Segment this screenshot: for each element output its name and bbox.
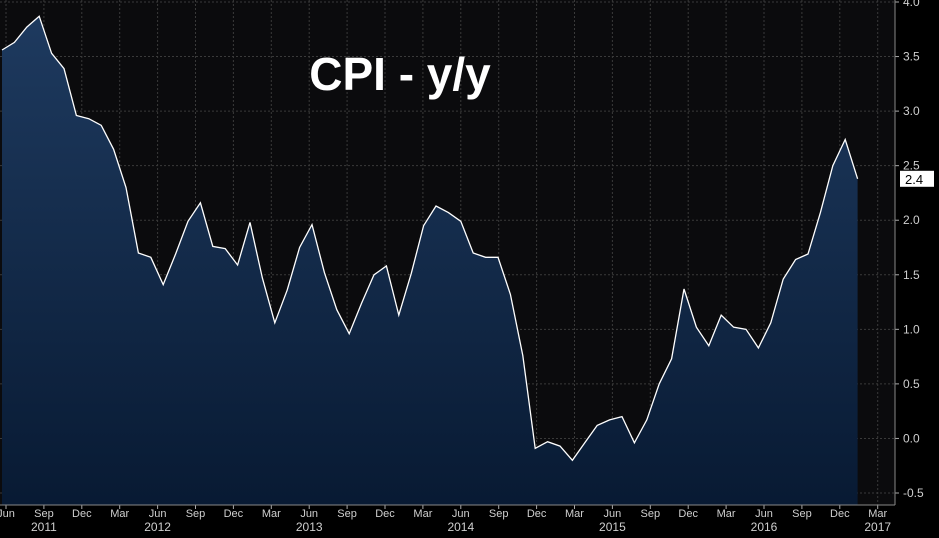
x-month-label: Mar bbox=[717, 508, 736, 520]
x-month-label: Jun bbox=[755, 508, 773, 520]
x-year-label: 2017 bbox=[864, 520, 891, 533]
y-tick-label: 3.5 bbox=[903, 50, 920, 64]
x-axis: Jun Sep Dec Mar Jun Sep Dec Mar Jun Sep Dec Mar Jun S… bbox=[0, 504, 895, 534]
x-month-label: Sep bbox=[792, 508, 812, 520]
y-tick-label: -0.5 bbox=[903, 486, 924, 500]
y-tick-label: 4.0 bbox=[903, 0, 920, 9]
x-year-label: 2011 bbox=[31, 520, 57, 533]
x-month-label: Sep bbox=[489, 508, 509, 520]
x-month-label: Jun bbox=[300, 508, 318, 520]
x-month-label: Jun bbox=[149, 508, 167, 520]
x-year-label: 2012 bbox=[144, 520, 171, 533]
x-year-label: 2015 bbox=[599, 520, 626, 533]
cpi-area bbox=[2, 16, 858, 505]
x-month-label: Jun bbox=[0, 508, 15, 520]
x-month-label: Mar bbox=[868, 508, 887, 520]
x-month-label: Sep bbox=[186, 508, 206, 520]
x-month-label: Dec bbox=[375, 508, 395, 520]
chart-title: CPI - y/y bbox=[309, 48, 491, 100]
x-month-label: Mar bbox=[262, 508, 281, 520]
x-month-label: Mar bbox=[565, 508, 584, 520]
y-tick-label: 2.0 bbox=[903, 213, 920, 227]
x-year-label: 2016 bbox=[751, 520, 778, 533]
y-tick-label: 0.0 bbox=[903, 431, 920, 445]
x-month-label: Dec bbox=[527, 508, 547, 520]
x-month-label: Mar bbox=[413, 508, 432, 520]
y-tick-label: 1.5 bbox=[903, 268, 920, 282]
x-year-label: 2014 bbox=[447, 520, 474, 533]
x-month-label: Sep bbox=[337, 508, 357, 520]
cpi-line bbox=[1, 15, 859, 462]
y-tick-label: 3.0 bbox=[903, 104, 920, 118]
last-value-label: 2.4 bbox=[905, 172, 923, 187]
y-axis: -0.5 0.0 0.5 1.0 1.5 2.0 2.5 3.0 3.5 4.0 bbox=[894, 0, 924, 505]
x-month-label: Jun bbox=[604, 508, 622, 520]
x-month-label: Sep bbox=[641, 508, 661, 520]
x-month-label: Dec bbox=[72, 508, 92, 520]
last-value-badge: 2.4 bbox=[900, 170, 934, 187]
y-tick-label: 2.5 bbox=[903, 159, 920, 173]
x-month-label: Mar bbox=[110, 508, 129, 520]
x-month-label: Jun bbox=[452, 508, 470, 520]
x-year-label: 2013 bbox=[296, 520, 323, 533]
y-tick-label: 1.0 bbox=[903, 322, 920, 336]
x-month-label: Sep bbox=[34, 508, 54, 520]
x-month-label: Dec bbox=[830, 508, 850, 520]
x-month-label: Dec bbox=[224, 508, 244, 520]
y-tick-label: 0.5 bbox=[903, 377, 920, 391]
x-month-label: Dec bbox=[678, 508, 698, 520]
